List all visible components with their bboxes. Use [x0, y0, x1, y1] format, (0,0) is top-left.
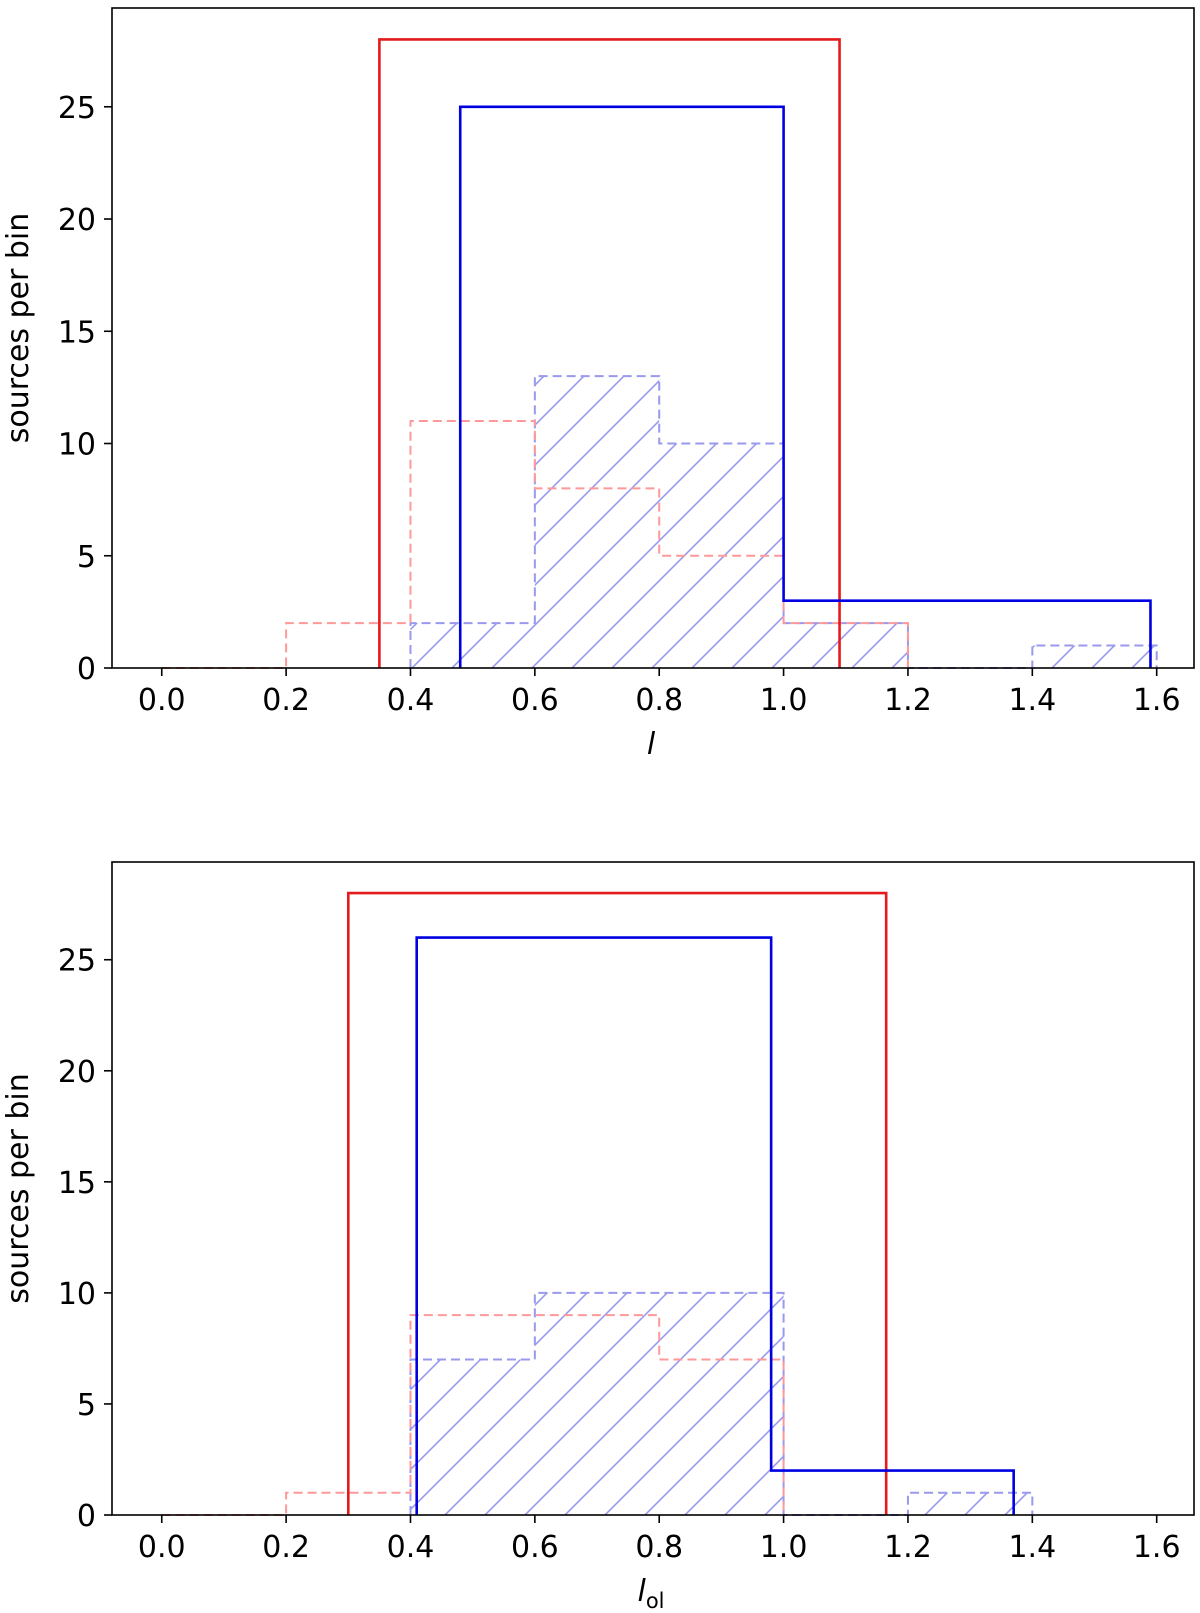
histogram-dashed-blue-0: [409, 375, 1158, 669]
histogram-dashed-red-1: [161, 420, 909, 669]
histogram-solid-3: [415, 936, 1015, 1515]
x-tick-label: 0.6: [511, 1530, 559, 1565]
histogram-dashed-red-1: [161, 1314, 785, 1516]
y-tick-label: 15: [58, 1166, 96, 1201]
x-tick-label: 0.2: [262, 1530, 310, 1565]
x-tick-label: 1.0: [760, 1530, 808, 1565]
x-tick-label: 1.2: [884, 1530, 932, 1565]
histogram-solid-3: [458, 105, 1152, 668]
hatched-fill-0: [410, 1292, 1033, 1515]
x-tick-label: 0.4: [387, 683, 435, 718]
x-tick-label: 1.6: [1133, 1530, 1181, 1565]
x-tick-label: 0.6: [511, 683, 559, 718]
y-tick-label: 5: [77, 1388, 96, 1423]
y-tick-label: 10: [58, 1277, 96, 1312]
y-tick-label: 5: [77, 540, 96, 575]
x-tick-label: 0.4: [387, 1530, 435, 1565]
y-tick-label: 10: [58, 428, 96, 463]
y-axis-label: sources per bin: [1, 213, 36, 444]
x-tick-label: 0.0: [138, 683, 186, 718]
x-axis-label: l: [647, 727, 656, 762]
x-axis-label: lol: [637, 1574, 664, 1613]
y-axis-label: sources per bin: [1, 1073, 36, 1304]
x-tick-label: 1.4: [1008, 1530, 1056, 1565]
y-tick-label: 20: [58, 203, 96, 238]
x-tick-label: 0.8: [635, 683, 683, 718]
axes-frame: [111, 7, 1195, 669]
y-tick-label: 25: [58, 944, 96, 979]
histogram-solid-2: [346, 891, 888, 1515]
x-axis-label-subscript: ol: [646, 1589, 665, 1613]
y-tick-label: 20: [58, 1055, 96, 1090]
x-tick-label: 1.2: [884, 683, 932, 718]
histogram-dashed-blue-0: [409, 1291, 1034, 1516]
x-tick-label: 1.6: [1133, 683, 1181, 718]
y-tick-label: 0: [77, 652, 96, 687]
y-tick-label: 0: [77, 1499, 96, 1534]
y-tick-label: 25: [58, 91, 96, 126]
x-tick-label: 0.8: [635, 1530, 683, 1565]
histogram-l: 0.0 0.2 0.4 0.6 0.8 1.0 1.2 1.4 1.6 0 5 10 15 20 25 l so…: [1, 7, 1195, 762]
x-tick-label: 1.0: [760, 683, 808, 718]
y-tick-label: 15: [58, 315, 96, 350]
histogram-l-ol: 0.0 0.2 0.4 0.6 0.8 1.0 1.2 1.4 1.6 0 5 10 15 20 25 lol…: [1, 861, 1195, 1613]
histogram-solid-2: [378, 38, 841, 668]
axes-frame: [111, 861, 1195, 1516]
x-tick-label: 0.2: [262, 683, 310, 718]
x-tick-label: 1.4: [1008, 683, 1056, 718]
x-tick-label: 0.0: [138, 1530, 186, 1565]
